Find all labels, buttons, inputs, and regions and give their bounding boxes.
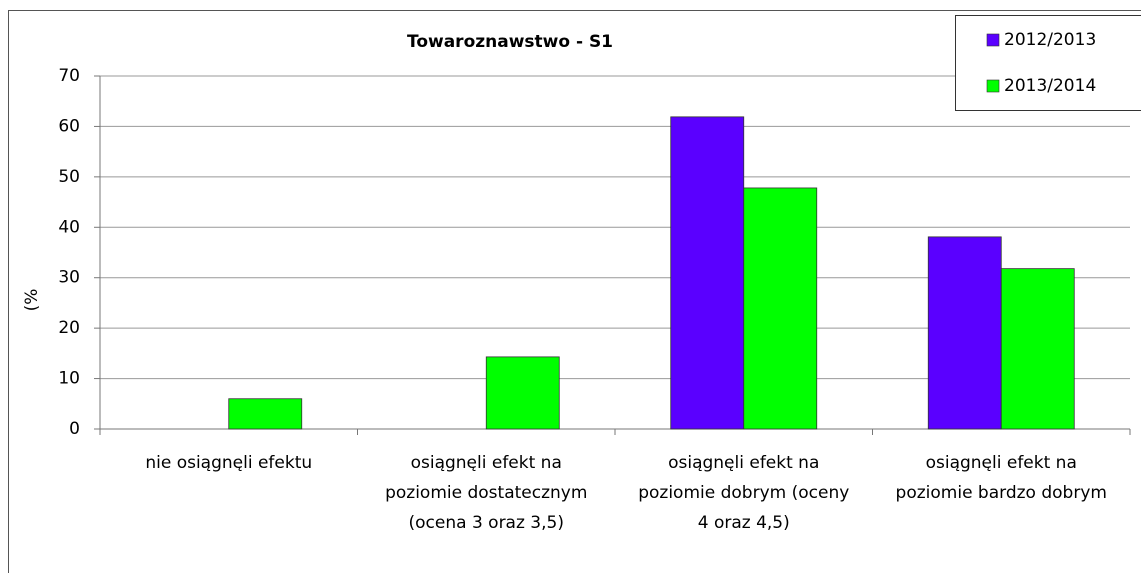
y-tick-label: 50 bbox=[58, 167, 80, 187]
x-tick-label-line: nie osiągnęli efektu bbox=[145, 453, 312, 473]
bar bbox=[670, 116, 745, 430]
chart-title: Towaroznawstwo - S1 bbox=[407, 32, 613, 52]
x-tick-label-line: osiągnęli efekt na bbox=[411, 453, 562, 473]
x-tick-label-line: (ocena 3 oraz 3,5) bbox=[409, 513, 564, 533]
legend-box bbox=[955, 15, 1141, 111]
legend-label: 2013/2014 bbox=[1004, 76, 1096, 96]
bar bbox=[743, 187, 818, 430]
bar bbox=[927, 236, 1002, 430]
bar bbox=[485, 356, 560, 430]
bar bbox=[228, 398, 303, 430]
x-tick-label-line: poziomie bardzo dobrym bbox=[896, 483, 1107, 503]
x-tick-label-line: poziomie dobrym (oceny bbox=[638, 483, 849, 503]
y-tick-label: 30 bbox=[58, 268, 80, 288]
y-tick-label: 60 bbox=[58, 116, 80, 136]
y-tick-label: 20 bbox=[58, 318, 80, 338]
x-tick-label: osiągnęli efekt na poziomie dobrym (oceny… bbox=[638, 453, 849, 533]
y-tick-label: 70 bbox=[58, 66, 80, 86]
legend-label: 2012/2013 bbox=[1004, 30, 1096, 50]
x-tick-label-line: osiągnęli efekt na bbox=[668, 453, 819, 473]
y-tick-label: 0 bbox=[69, 419, 80, 439]
x-tick-label: nie osiągnęli efektu bbox=[145, 453, 312, 473]
x-tick-label: osiągnęli efekt na poziomie bardzo dobrym bbox=[896, 453, 1107, 503]
legend-swatch bbox=[986, 79, 1000, 93]
y-tick-label: 40 bbox=[58, 217, 80, 237]
bar bbox=[1000, 268, 1075, 430]
x-tick-label-line: 4 oraz 4,5) bbox=[698, 513, 790, 533]
x-tick-label-line: osiągnęli efekt na bbox=[926, 453, 1077, 473]
y-tick-label: 10 bbox=[58, 369, 80, 389]
x-tick-label-line: poziomie dostatecznym bbox=[385, 483, 587, 503]
x-tick-label: osiągnęli efekt na poziomie dostatecznym (… bbox=[385, 453, 587, 533]
legend-swatch bbox=[986, 33, 1000, 47]
y-axis-label: (% bbox=[22, 289, 42, 312]
